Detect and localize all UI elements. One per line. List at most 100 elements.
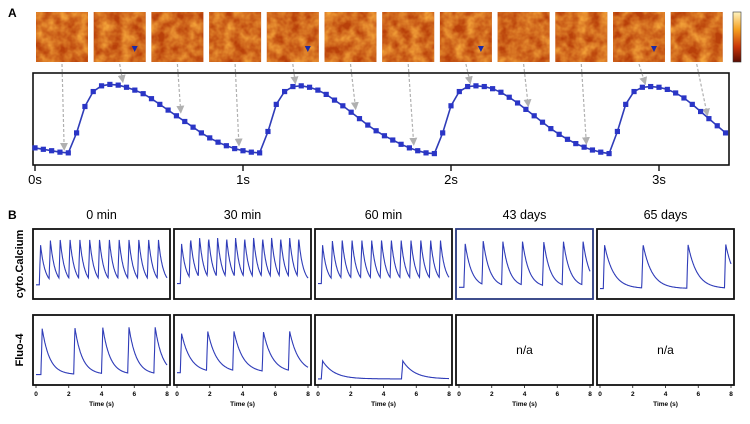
data-point: [406, 145, 412, 151]
image-frame: [36, 12, 88, 62]
frame-arrow: [407, 63, 418, 146]
subplot-frame: [173, 314, 312, 386]
image-frame: [613, 12, 665, 62]
x-axis-label: Time (s): [230, 401, 255, 408]
data-point: [348, 109, 354, 115]
image-frame: [555, 12, 608, 62]
data-point: [689, 101, 695, 107]
na-label: n/a: [657, 343, 674, 357]
frame-arrow: [234, 63, 243, 147]
image-frame: [266, 12, 319, 62]
data-point: [240, 148, 246, 154]
data-point: [215, 139, 221, 145]
image-frame: [324, 12, 377, 62]
data-point: [340, 103, 346, 109]
data-point: [315, 87, 321, 93]
image-frame: [93, 12, 146, 62]
subplot-frame: [173, 228, 312, 300]
x-axis-label: Time (s): [512, 401, 537, 408]
data-point: [523, 106, 529, 112]
data-point: [331, 97, 338, 103]
row-label: cyto.Calcium: [14, 230, 26, 299]
na-label: n/a: [516, 343, 533, 357]
x-tick-label: 1s: [236, 172, 250, 187]
data-point: [506, 94, 512, 100]
x-tick-label: 6: [696, 391, 700, 398]
data-point: [481, 83, 487, 90]
x-tick-label: 4: [664, 391, 668, 398]
data-point: [365, 122, 371, 128]
x-tick-label: 4: [382, 391, 386, 398]
x-tick-label: 4: [241, 391, 245, 398]
panel-b-label: B: [8, 208, 17, 222]
x-tick-label: 6: [555, 391, 559, 398]
marker-arrow-icon: [304, 46, 311, 52]
series-line: [318, 240, 450, 285]
x-tick-label: 6: [132, 391, 136, 398]
data-point: [440, 130, 446, 136]
data-point: [698, 108, 704, 115]
data-point: [140, 91, 146, 97]
frame-arrow: [580, 63, 590, 146]
x-tick-label: 2s: [444, 172, 458, 187]
subplot-frame: [455, 228, 594, 300]
data-point: [623, 101, 629, 107]
data-point: [465, 83, 471, 90]
data-point: [431, 150, 437, 157]
data-point: [90, 88, 96, 95]
data-point: [664, 86, 670, 93]
image-frames: [36, 12, 723, 62]
data-point: [65, 150, 71, 156]
x-tick-label: 0: [598, 391, 602, 398]
series-line: [177, 237, 309, 285]
data-point: [589, 147, 596, 153]
x-tick-label: 3s: [652, 172, 666, 187]
data-point: [257, 150, 263, 156]
data-point: [107, 81, 113, 88]
data-point: [681, 95, 687, 101]
x-tick-label: 8: [729, 391, 733, 398]
panel-a-x-ticks: 0s 1s 2s 3s: [28, 165, 666, 187]
series-line: [318, 359, 449, 380]
data-point: [273, 101, 279, 107]
x-axis-label: Time (s): [653, 401, 678, 408]
frame-arrow: [349, 63, 359, 111]
data-point: [548, 126, 554, 132]
data-point: [490, 86, 496, 92]
column-title: 60 min: [365, 208, 403, 222]
x-tick-label: 6: [273, 391, 277, 398]
series-line: [177, 331, 309, 374]
data-point: [598, 149, 604, 155]
data-point: [265, 128, 271, 135]
data-point: [182, 118, 188, 125]
data-point: [498, 89, 504, 95]
data-point: [232, 145, 238, 152]
data-point: [390, 137, 396, 143]
data-point: [656, 84, 662, 90]
data-point: [722, 130, 729, 136]
data-point: [57, 149, 63, 155]
x-tick-label: 0: [175, 391, 179, 398]
x-tick-label: 2: [67, 391, 71, 398]
row-label: Fluo-4: [14, 333, 26, 367]
data-point: [115, 82, 121, 88]
data-point: [290, 83, 296, 90]
x-tick-label: 8: [447, 391, 451, 398]
data-point: [123, 84, 130, 90]
data-point: [298, 83, 304, 89]
data-point: [82, 103, 88, 110]
image-frame: [670, 12, 723, 62]
x-tick-label: 0: [316, 391, 320, 398]
marker-arrow-icon: [477, 46, 484, 52]
data-point: [248, 149, 254, 155]
frame-arrow: [290, 63, 299, 85]
frame-arrow: [523, 63, 532, 108]
frame-arrow: [117, 63, 126, 84]
data-point: [356, 116, 363, 122]
x-tick-label: 8: [588, 391, 592, 398]
data-point: [448, 103, 454, 109]
data-point: [415, 148, 421, 154]
x-tick-label: 0: [457, 391, 461, 398]
x-tick-label: 0: [34, 391, 38, 398]
